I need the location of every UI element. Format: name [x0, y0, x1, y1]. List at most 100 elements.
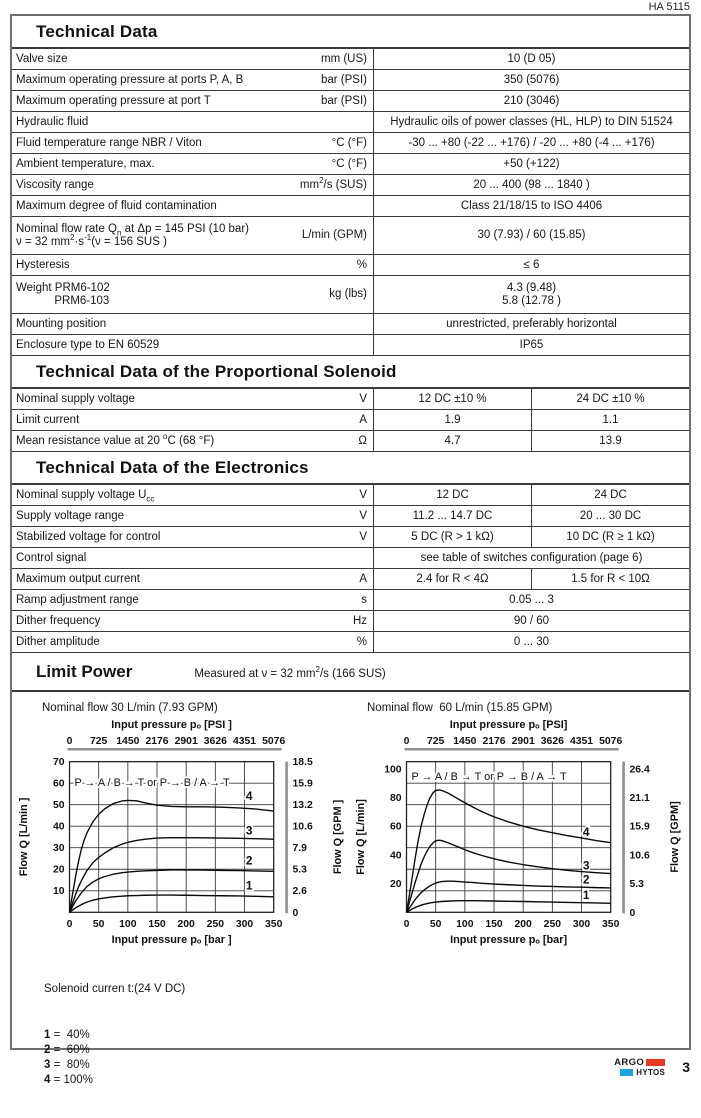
table-row: Ambient temperature, max. °C (°F) +50 (+12…: [12, 154, 689, 175]
limit-power-subtitle: Measured at ν = 32 mm2/s (166 SUS): [194, 665, 386, 680]
svg-text:2901: 2901: [512, 736, 535, 747]
svg-text:P → A / B → T or P → B / A → T: P → A / B → T or P → B / A → T: [411, 771, 567, 783]
row-label: Dither frequency: [16, 614, 101, 627]
argo-hytos-logo: ARGO HYTOS: [614, 1057, 666, 1077]
svg-text:0: 0: [630, 908, 636, 919]
logo-red-mark-icon: [646, 1059, 666, 1066]
svg-text:4: 4: [246, 789, 253, 803]
row-value: 90 / 60: [373, 611, 689, 631]
row-value: 20 ... 400 (98 ... 1840 ): [373, 175, 689, 195]
chart-caption-nominal-60: Nominal flow 60 L/min (15.85 GPM): [367, 702, 553, 714]
svg-text:Flow Q [L/min]: Flow Q [L/min]: [355, 799, 367, 875]
svg-text:P → A / B → T or P → B / A → T: P → A / B → T or P → B / A → T: [74, 777, 230, 789]
legend-item-number: 2: [44, 1044, 51, 1056]
section-title-proportional-solenoid: Technical Data of the Proportional Solen…: [12, 356, 689, 389]
svg-text:5.3: 5.3: [293, 865, 308, 876]
svg-text:0: 0: [293, 908, 299, 919]
row-value: 10 (D 05): [373, 49, 689, 69]
page-footer: ARGO HYTOS 3: [614, 1057, 690, 1077]
section-limit-power: Limit Power Measured at ν = 32 mm2/s (16…: [12, 653, 689, 1118]
row-unit: V: [359, 392, 367, 405]
limit-power-title: Limit Power: [36, 662, 133, 681]
svg-text:2176: 2176: [482, 736, 505, 747]
table-row: Ramp adjustment range s 0.05 ... 3: [12, 590, 689, 611]
svg-text:2.6: 2.6: [293, 886, 308, 897]
row-label: Ramp adjustment range: [16, 593, 139, 606]
svg-text:1450: 1450: [453, 736, 476, 747]
row-unit: V: [359, 509, 367, 522]
svg-text:10: 10: [53, 886, 65, 897]
legend-item-value: = 40%: [50, 1029, 90, 1041]
svg-text:3626: 3626: [204, 736, 227, 747]
row-label: Enclosure type to EN 60529: [16, 338, 160, 351]
row-label: Hydraulic fluid: [16, 115, 89, 128]
svg-text:60: 60: [53, 779, 65, 790]
section-proportional-solenoid: Technical Data of the Proportional Solen…: [12, 356, 689, 452]
svg-text:250: 250: [207, 919, 225, 930]
svg-text:Flow Q [GPM]: Flow Q [GPM]: [669, 801, 681, 873]
svg-text:21.1: 21.1: [630, 793, 650, 804]
row-value: 4.3 (9.48) 5.8 (12.78 ): [373, 276, 689, 313]
svg-text:100: 100: [119, 919, 137, 930]
table-row: Limit current A 1.9 1.1: [12, 410, 689, 431]
row-label: Viscosity range: [16, 178, 94, 191]
page-number: 3: [682, 1059, 690, 1075]
svg-text:Input pressure pₒ [bar ]: Input pressure pₒ [bar ]: [112, 934, 232, 946]
row-value: 0.05 ... 3: [373, 590, 689, 610]
table-row: Dither amplitude% 0 ... 30: [12, 632, 689, 653]
row-unit: %: [356, 258, 367, 271]
svg-text:40: 40: [53, 822, 65, 833]
legend-item-value: = 100%: [50, 1074, 93, 1086]
svg-text:80: 80: [390, 793, 402, 804]
row-unit: %: [356, 635, 367, 648]
chart-block-nominal-30: Nominal flow 30 L/min (7.93 GPM) Input p…: [14, 698, 351, 952]
row-unit: Ω: [358, 434, 367, 447]
svg-text:5.3: 5.3: [630, 879, 645, 890]
svg-text:0: 0: [404, 736, 410, 747]
svg-text:3626: 3626: [541, 736, 564, 747]
legend-items: 1 = 40% 2 = 60% 3 = 80% 4 = 100%: [44, 1028, 689, 1088]
row-value: 24 DC ±10 %: [531, 389, 689, 409]
table-row: Mounting position unrestricted, preferabl…: [12, 314, 689, 335]
row-label: Maximum degree of fluid contamination: [16, 199, 217, 212]
svg-text:2901: 2901: [175, 736, 198, 747]
legend-title: Solenoid curren t:(24 V DC): [44, 983, 186, 995]
electronics-table: Nominal supply voltage Ucc V 12 DC 24 DC Sup…: [12, 485, 689, 653]
legend-item-number: 4: [44, 1074, 51, 1086]
svg-text:18.5: 18.5: [293, 757, 313, 768]
row-value: 2.4 for R < 4Ω: [373, 569, 531, 589]
svg-text:4351: 4351: [233, 736, 256, 747]
svg-text:3: 3: [246, 823, 253, 837]
limit-power-chart-30: Input pressure pₒ [PSI ]0 725 1450 2176 2901…: [18, 719, 344, 946]
svg-text:2: 2: [246, 854, 253, 868]
solenoid-current-legend: Solenoid curren t:(24 V DC) 1 = 40% 2 = 6…: [44, 952, 689, 1118]
svg-text:Input pressure pₒ [PSI]: Input pressure pₒ [PSI]: [450, 719, 568, 731]
table-row: Nominal flow rate Qn at Δp = 145 PSI (10…: [12, 217, 689, 255]
row-value: IP65: [373, 335, 689, 355]
svg-text:Input pressure pₒ [bar]: Input pressure pₒ [bar]: [450, 934, 567, 946]
row-label: Supply voltage range: [16, 509, 125, 522]
row-label: Fluid temperature range NBR / Viton: [16, 136, 202, 149]
row-value: 1.5 for R < 10Ω: [531, 569, 689, 589]
svg-text:20: 20: [390, 879, 402, 890]
table-row: Maximum degree of fluid contamination Cla…: [12, 196, 689, 217]
legend-item-value: = 60%: [50, 1044, 90, 1056]
row-unit: s: [361, 593, 367, 606]
table-row: Nominal supply voltage V 12 DC ±10 % 24 DC …: [12, 389, 689, 410]
svg-text:5076: 5076: [262, 736, 285, 747]
svg-text:40: 40: [390, 850, 402, 861]
svg-text:1: 1: [246, 878, 253, 892]
svg-text:2: 2: [583, 872, 590, 886]
limit-power-charts: Nominal flow 30 L/min (7.93 GPM) Input p…: [12, 692, 689, 952]
table-row: Hydraulic fluid Hydraulic oils of power c…: [12, 112, 689, 133]
row-unit: °C (°F): [331, 136, 367, 149]
legend-item-number: 3: [44, 1059, 51, 1071]
svg-text:30: 30: [53, 843, 65, 854]
row-unit: V: [359, 530, 367, 543]
row-value: -30 ... +80 (-22 ... +176) / -20 ... +80…: [373, 133, 689, 153]
svg-text:60: 60: [390, 822, 402, 833]
row-value: Hydraulic oils of power classes (HL, HLP…: [373, 112, 689, 132]
logo-hytos-text: HYTOS: [636, 1068, 666, 1077]
row-label: Control signal: [16, 551, 87, 564]
row-unit: Hz: [352, 614, 367, 627]
